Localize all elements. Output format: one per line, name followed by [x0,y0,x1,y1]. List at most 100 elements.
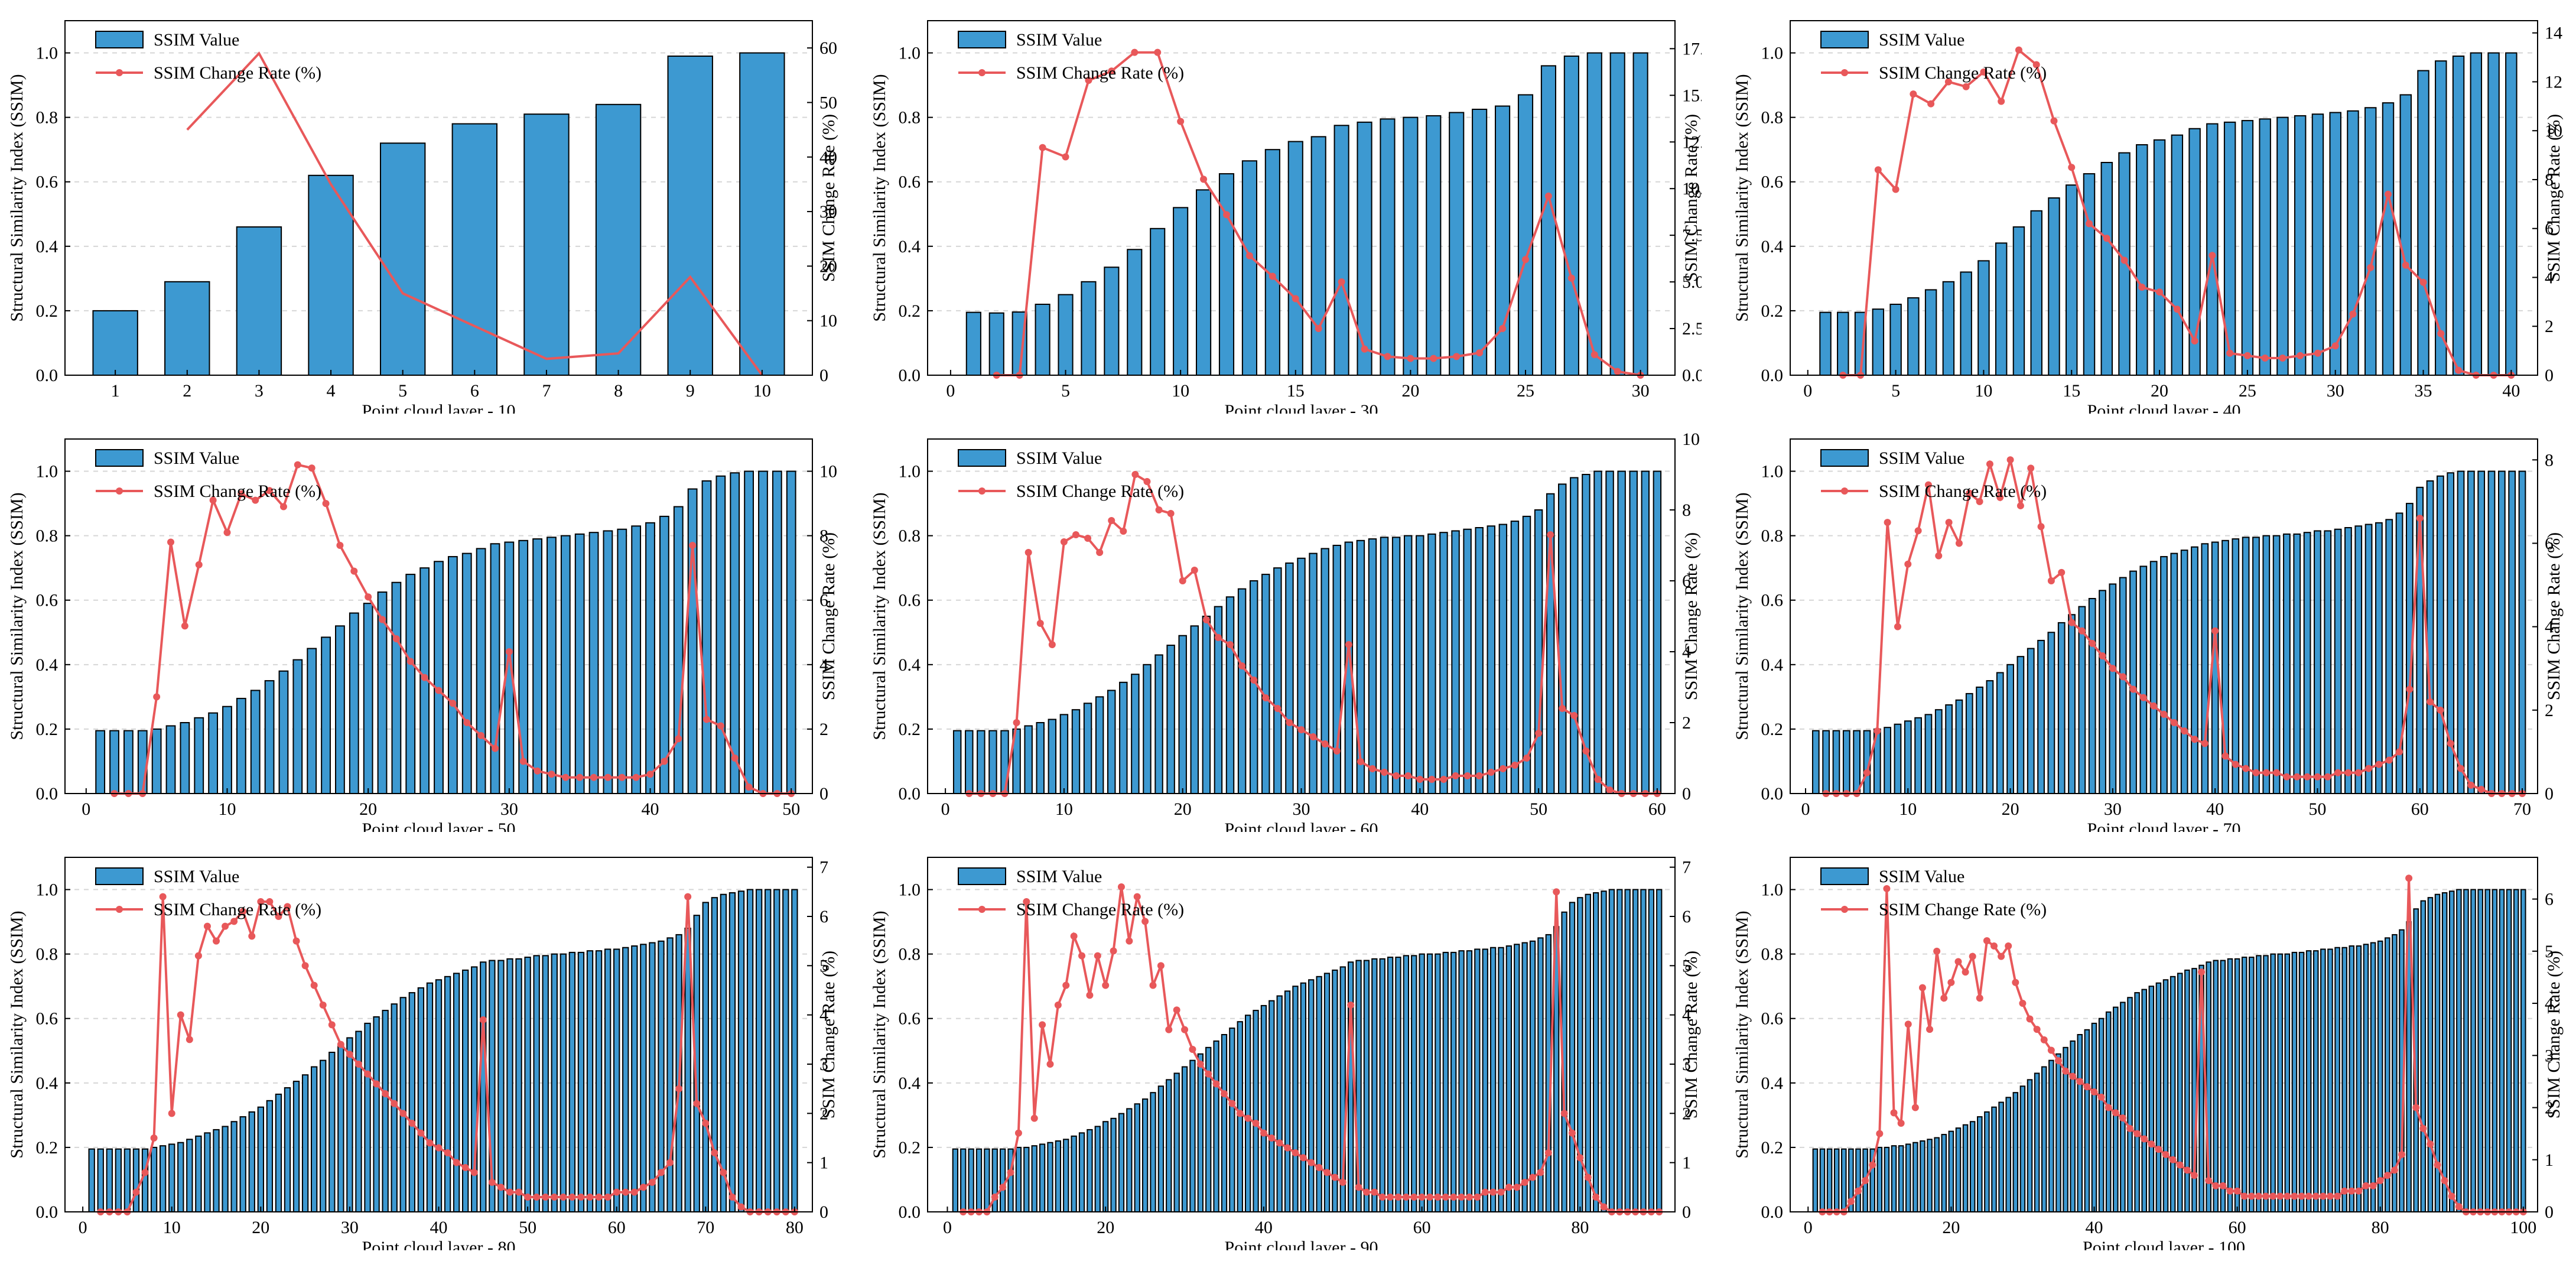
x-axis-title: Point cloud layer - 80 [362,1238,516,1250]
chart-panel-40: 0 5 10 15 20 25 30 35 40 0.0 0.2 0.4 0.6 0.8 1.0 0 2 4 6 8 1… [1725,0,2564,414]
y-left-tick-label: 0.4 [1761,237,1784,256]
change-rate-point [132,1188,140,1196]
y-right-axis-title: SSIM Change Rate (%) [1681,951,1701,1119]
ssim-bar [988,312,1004,376]
x-tick-label: 20 [2002,799,2019,819]
ssim-bar [2119,577,2127,794]
x-tick-label: 10 [753,381,771,401]
change-rate-point [2129,685,2137,693]
ssim-bar [1403,955,1410,1212]
ssim-bar [1934,1137,1940,1212]
ssim-bar [88,1148,95,1212]
chart-panel-70: 0 10 20 30 40 50 60 70 0.0 0.2 0.4 0.6 0.8 1.0 0 2 4 6 8 Po… [1725,418,2564,832]
ssim-bar [2470,889,2476,1212]
change-rate-point [1463,772,1471,779]
chart-svg: 0 20 40 60 80 100 0.0 0.2 0.4 0.6 0.8 1.0 0 1 2 3 4 5 6 Poi… [1732,857,2564,1250]
change-rate-point [2191,736,2198,743]
change-rate-point [2156,288,2164,296]
legend-swatch-marker [1841,69,1848,76]
change-rate-point [551,1194,558,1201]
chart-panel-60: 0 10 20 30 40 50 60 0.0 0.2 0.4 0.6 0.8 1.0 0 2 4 6 8 10 Po… [863,418,1702,832]
y-right-tick-label: 12.5 [1682,132,1702,152]
legend-swatch-bar [1820,449,1869,467]
change-rate-point [666,1159,674,1166]
ssim-bar [1876,1146,1883,1213]
ssim-bar [2324,530,2332,794]
legend-label-ssim: SSIM Value [1879,30,1964,50]
legend-label-change-rate: SSIM Change Rate (%) [1016,63,1184,83]
ssim-bar [1984,1111,1990,1212]
x-tick-label: 0 [1801,799,1810,819]
change-rate-point [1155,506,1163,513]
change-rate-point [2083,1083,2091,1091]
change-rate-point [1883,885,1891,892]
y-right-tick-label: 6 [819,907,828,926]
ssim-bar [523,113,570,376]
ssim-bar [577,951,585,1212]
ssim-bar [1540,65,1556,376]
change-rate-point [646,770,654,778]
change-rate-point [1345,641,1352,648]
change-rate-point [1321,740,1329,747]
change-rate-point [1522,256,1529,264]
ssim-bar [1498,947,1504,1213]
ssim-bar [687,488,698,794]
change-rate-point [2376,1177,2384,1185]
change-rate-point [1606,786,1614,794]
ssim-bar [2134,992,2140,1212]
ssim-bar [1126,1108,1133,1213]
y-left-tick-label: 0.2 [1761,301,1784,321]
legend: SSIM Value SSIM Change Rate (%) [95,448,321,501]
ssim-bar [1284,990,1291,1212]
ssim-bar [1907,297,1920,376]
change-rate-point [2155,1146,2162,1153]
x-tick-label: 80 [786,1218,804,1237]
ssim-bar [2256,955,2262,1212]
change-rate-point [1521,1179,1528,1186]
x-axis-title: Point cloud layer - 40 [2087,401,2241,414]
ssim-bar [1095,696,1104,795]
change-rate-point [2262,769,2270,776]
ssim-bar [476,548,486,794]
change-rate-point [426,1139,434,1147]
change-rate-point [1181,1026,1189,1033]
change-rate-point [1998,952,2005,960]
change-rate-point [2314,773,2321,781]
change-rate-point [1584,1173,1592,1181]
ssim-bar [2227,958,2233,1212]
ssim-bar [702,902,709,1212]
y-right-tick-label: 7 [819,858,828,877]
change-rate-point [1591,351,1598,359]
ssim-bar [307,648,317,794]
change-rate-point [2437,330,2445,337]
ssim-bar [399,997,406,1212]
x-axis-title: Point cloud layer - 100 [2083,1238,2245,1250]
change-rate-point [2120,256,2128,264]
ssim-bar [1237,588,1247,794]
change-rate-point [590,773,598,781]
change-rate-point [453,1159,460,1166]
change-rate-point [2222,752,2229,760]
y-left-tick-label: 1.0 [899,44,921,63]
change-rate-point [639,1184,647,1191]
ssim-bar [1035,304,1050,376]
change-rate-point [336,542,344,549]
ssim-bar [1521,942,1528,1213]
ssim-bar [106,1148,113,1212]
x-axis-title: Point cloud layer - 70 [2087,820,2241,832]
y-right-tick-label: 6 [2545,534,2554,553]
change-rate-point [562,773,570,781]
change-rate-point [630,1188,638,1196]
x-tick-label: 70 [2513,799,2531,819]
y-left-tick-label: 0.4 [36,655,58,675]
ssim-bar [2098,1017,2105,1212]
change-rate-point [1084,535,1092,542]
change-rate-point [2441,1177,2448,1185]
y-right-tick-label: 10 [819,311,837,331]
change-rate-point [1933,947,1941,955]
ssim-bar [164,281,210,376]
change-rate-point [2348,1187,2356,1195]
change-rate-point [1355,1184,1362,1191]
ssim-bar [2084,1029,2090,1212]
ssim-bar [1475,527,1484,794]
